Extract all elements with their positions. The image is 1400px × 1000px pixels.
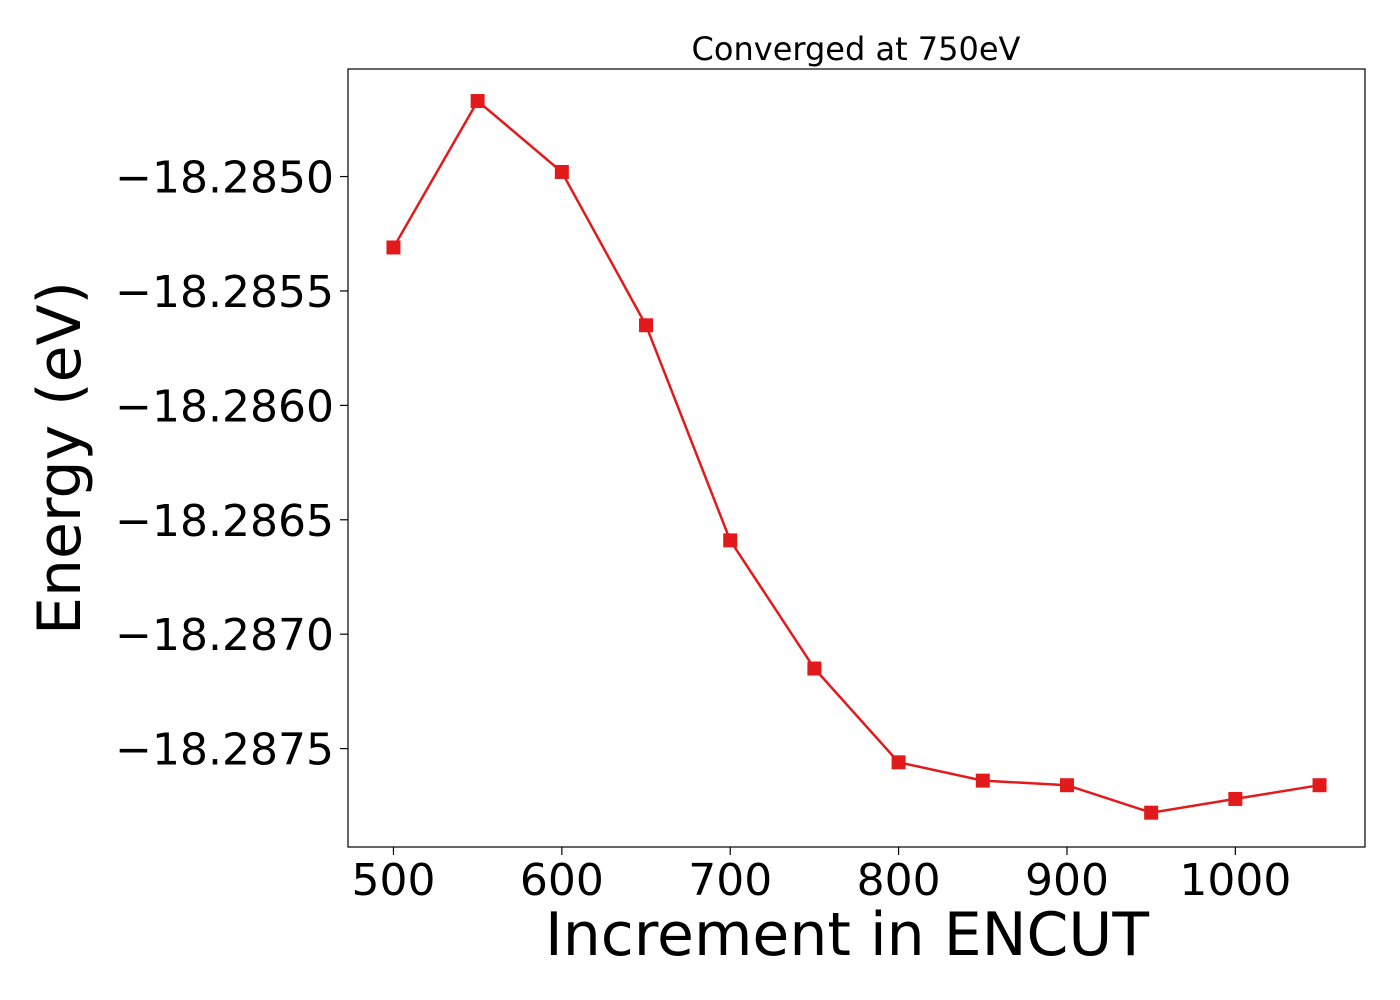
- y-tick-label: −18.2875: [115, 725, 334, 776]
- data-point-marker: [470, 94, 485, 109]
- y-tick-label: −18.2850: [115, 153, 334, 204]
- y-tick-label: −18.2870: [115, 610, 334, 661]
- x-tick-label: 600: [520, 855, 604, 906]
- data-point-marker: [1312, 778, 1327, 793]
- x-tick-label: 900: [1025, 855, 1109, 906]
- data-point-marker: [891, 755, 906, 770]
- x-axis-ticks: 500 600 700 800 900 1000: [351, 847, 1291, 906]
- chart-title: Converged at 750eV: [692, 30, 1021, 68]
- x-tick-label: 800: [857, 855, 941, 906]
- data-point-marker: [1228, 791, 1243, 806]
- y-axis-label: Energy (eV): [25, 281, 95, 635]
- data-point-marker: [723, 533, 738, 548]
- x-axis-label: Increment in ENCUT: [545, 900, 1149, 970]
- data-point-marker: [975, 773, 990, 788]
- y-tick-label: −18.2855: [115, 267, 334, 318]
- data-point-marker: [386, 240, 401, 255]
- x-tick-label: 1000: [1179, 855, 1291, 906]
- y-tick-label: −18.2860: [115, 381, 334, 432]
- y-axis-ticks: −18.2850 −18.2855 −18.2860 −18.2865 −18.2870…: [115, 153, 348, 776]
- data-point-marker: [639, 318, 654, 333]
- data-point-marker: [1059, 778, 1074, 793]
- data-point-marker: [554, 164, 569, 179]
- series-line: [392, 99, 1320, 814]
- data-point-marker: [1144, 805, 1159, 820]
- data-point-marker: [807, 661, 822, 676]
- plot-frame: [347, 68, 1366, 848]
- x-tick-label: 500: [351, 855, 435, 906]
- series-layer: [386, 94, 1327, 820]
- x-tick-label: 700: [688, 855, 772, 906]
- y-tick-label: −18.2865: [115, 496, 334, 547]
